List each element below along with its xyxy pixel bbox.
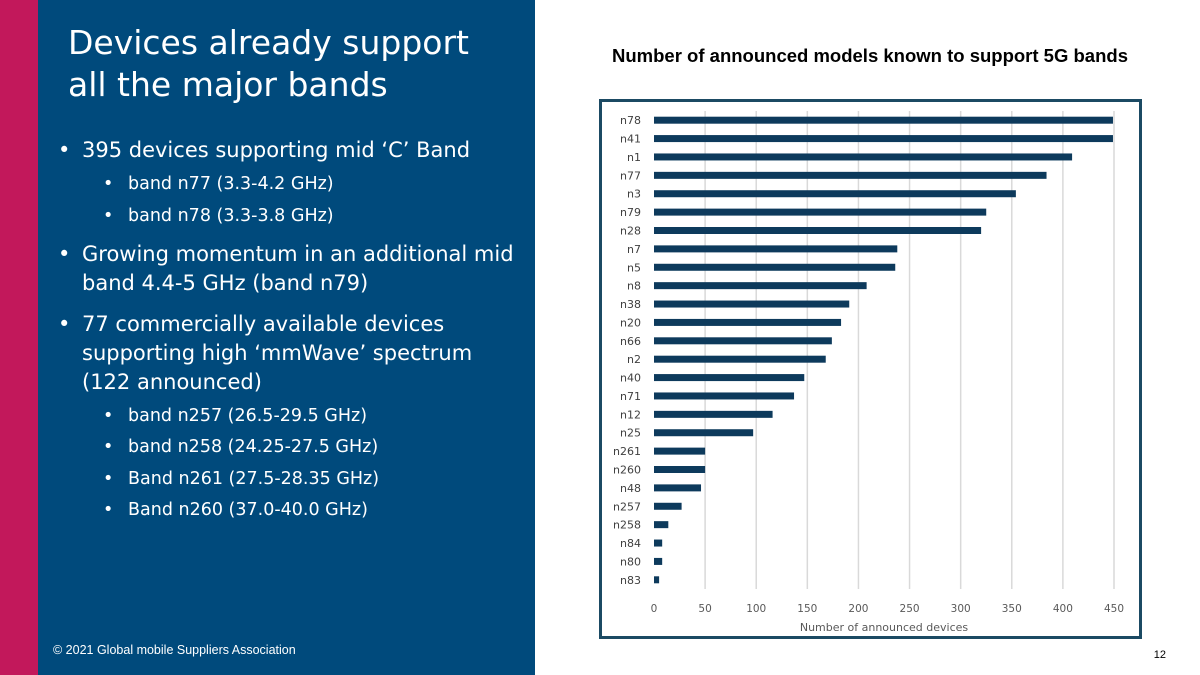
bullet-text: 77 commercially available devices suppor… (82, 311, 473, 394)
bar (654, 374, 805, 382)
category-label: n25 (620, 427, 641, 440)
bar (654, 300, 850, 308)
bullet-text: 395 devices supporting mid ‘C’ Band (82, 138, 471, 162)
bar (654, 190, 1016, 198)
left-panel: Devices already support all the major ba… (38, 0, 535, 675)
category-label: n48 (620, 482, 641, 495)
bar (654, 484, 702, 492)
bar (654, 337, 832, 345)
sub-bullet-item: Band n261 (27.5-28.35 GHz) (82, 467, 526, 491)
bar (654, 153, 1073, 161)
bullet-text: Growing momentum in an additional mid ba… (82, 241, 514, 295)
slide-title: Devices already support all the major ba… (68, 23, 469, 104)
category-label: n83 (620, 574, 641, 587)
bar (654, 116, 1113, 124)
bar (654, 576, 660, 584)
x-tick-label: 350 (1002, 603, 1022, 615)
category-label: n258 (613, 519, 641, 532)
category-label: n261 (613, 445, 641, 458)
category-label: n1 (627, 151, 641, 164)
bar (654, 502, 682, 510)
category-label: n66 (620, 335, 641, 348)
x-axis-label: Number of announced devices (800, 621, 969, 634)
category-label: n28 (620, 225, 641, 238)
chart-title: Number of announced models known to supp… (612, 45, 1128, 66)
bar (654, 557, 663, 565)
category-label: n260 (613, 464, 641, 477)
category-label: n3 (627, 188, 641, 201)
bullet-item: 395 devices supporting mid ‘C’ Band band … (56, 136, 526, 228)
bullet-item: Growing momentum in an additional mid ba… (56, 240, 526, 298)
bar (654, 355, 826, 363)
x-tick-label: 100 (746, 603, 766, 615)
category-label: n257 (613, 500, 641, 513)
x-tick-label: 400 (1053, 603, 1073, 615)
bullet-list: 395 devices supporting mid ‘C’ Band band … (56, 136, 526, 534)
page-number: 12 (1153, 649, 1166, 661)
x-tick-label: 150 (797, 603, 817, 615)
category-label: n41 (620, 133, 641, 146)
x-tick-label: 50 (698, 603, 711, 615)
bar (654, 171, 1047, 179)
x-tick-label: 450 (1104, 603, 1124, 615)
category-label: n77 (620, 169, 641, 182)
bar (654, 318, 842, 326)
category-label: n80 (620, 555, 641, 568)
category-label: n8 (627, 280, 641, 293)
bar (654, 410, 773, 418)
category-label: n20 (620, 316, 641, 329)
category-label: n5 (627, 261, 641, 274)
category-label: n38 (620, 298, 641, 311)
bar (654, 263, 896, 271)
bar (654, 539, 663, 547)
bar (654, 447, 706, 455)
sub-bullet-list: band n257 (26.5-29.5 GHz) band n258 (24.2… (82, 404, 526, 523)
sub-bullet-item: band n257 (26.5-29.5 GHz) (82, 404, 526, 428)
bar (654, 227, 982, 234)
sub-bullet-item: Band n260 (37.0-40.0 GHz) (82, 498, 526, 522)
category-label: n78 (620, 114, 641, 127)
sub-bullet-list: band n77 (3.3-4.2 GHz) band n78 (3.3-3.8 … (82, 172, 526, 228)
category-label: n40 (620, 372, 641, 385)
bar (654, 392, 795, 400)
category-label: n12 (620, 408, 641, 421)
category-label: n84 (620, 537, 641, 550)
x-tick-label: 250 (900, 603, 920, 615)
bar (654, 135, 1113, 143)
bar (654, 282, 867, 290)
x-tick-label: 0 (651, 603, 658, 615)
sub-bullet-item: band n77 (3.3-4.2 GHz) (82, 172, 526, 196)
accent-strip (0, 0, 38, 675)
bar (654, 521, 669, 529)
copyright-footer: © 2021 Global mobile Suppliers Associati… (53, 643, 296, 657)
category-label: n71 (620, 390, 641, 403)
bar (654, 208, 987, 216)
bullet-item: 77 commercially available devices suppor… (56, 310, 526, 523)
category-label: n7 (627, 243, 641, 256)
bar-chart: 0 50 100 150 200 250 300 350 400 450 n78 n41 n1 n77 n3… (613, 111, 1124, 634)
bar (654, 245, 898, 253)
category-label: n2 (627, 353, 641, 366)
x-tick-label: 300 (951, 603, 971, 615)
category-label: n79 (620, 206, 641, 219)
chart-frame: 0 50 100 150 200 250 300 350 400 450 n78 n41 n1 n77 n3… (599, 99, 1142, 639)
bar (654, 429, 754, 437)
sub-bullet-item: band n78 (3.3-3.8 GHz) (82, 204, 526, 228)
bar (654, 466, 706, 473)
sub-bullet-item: band n258 (24.25-27.5 GHz) (82, 435, 526, 459)
x-tick-label: 200 (848, 603, 868, 615)
